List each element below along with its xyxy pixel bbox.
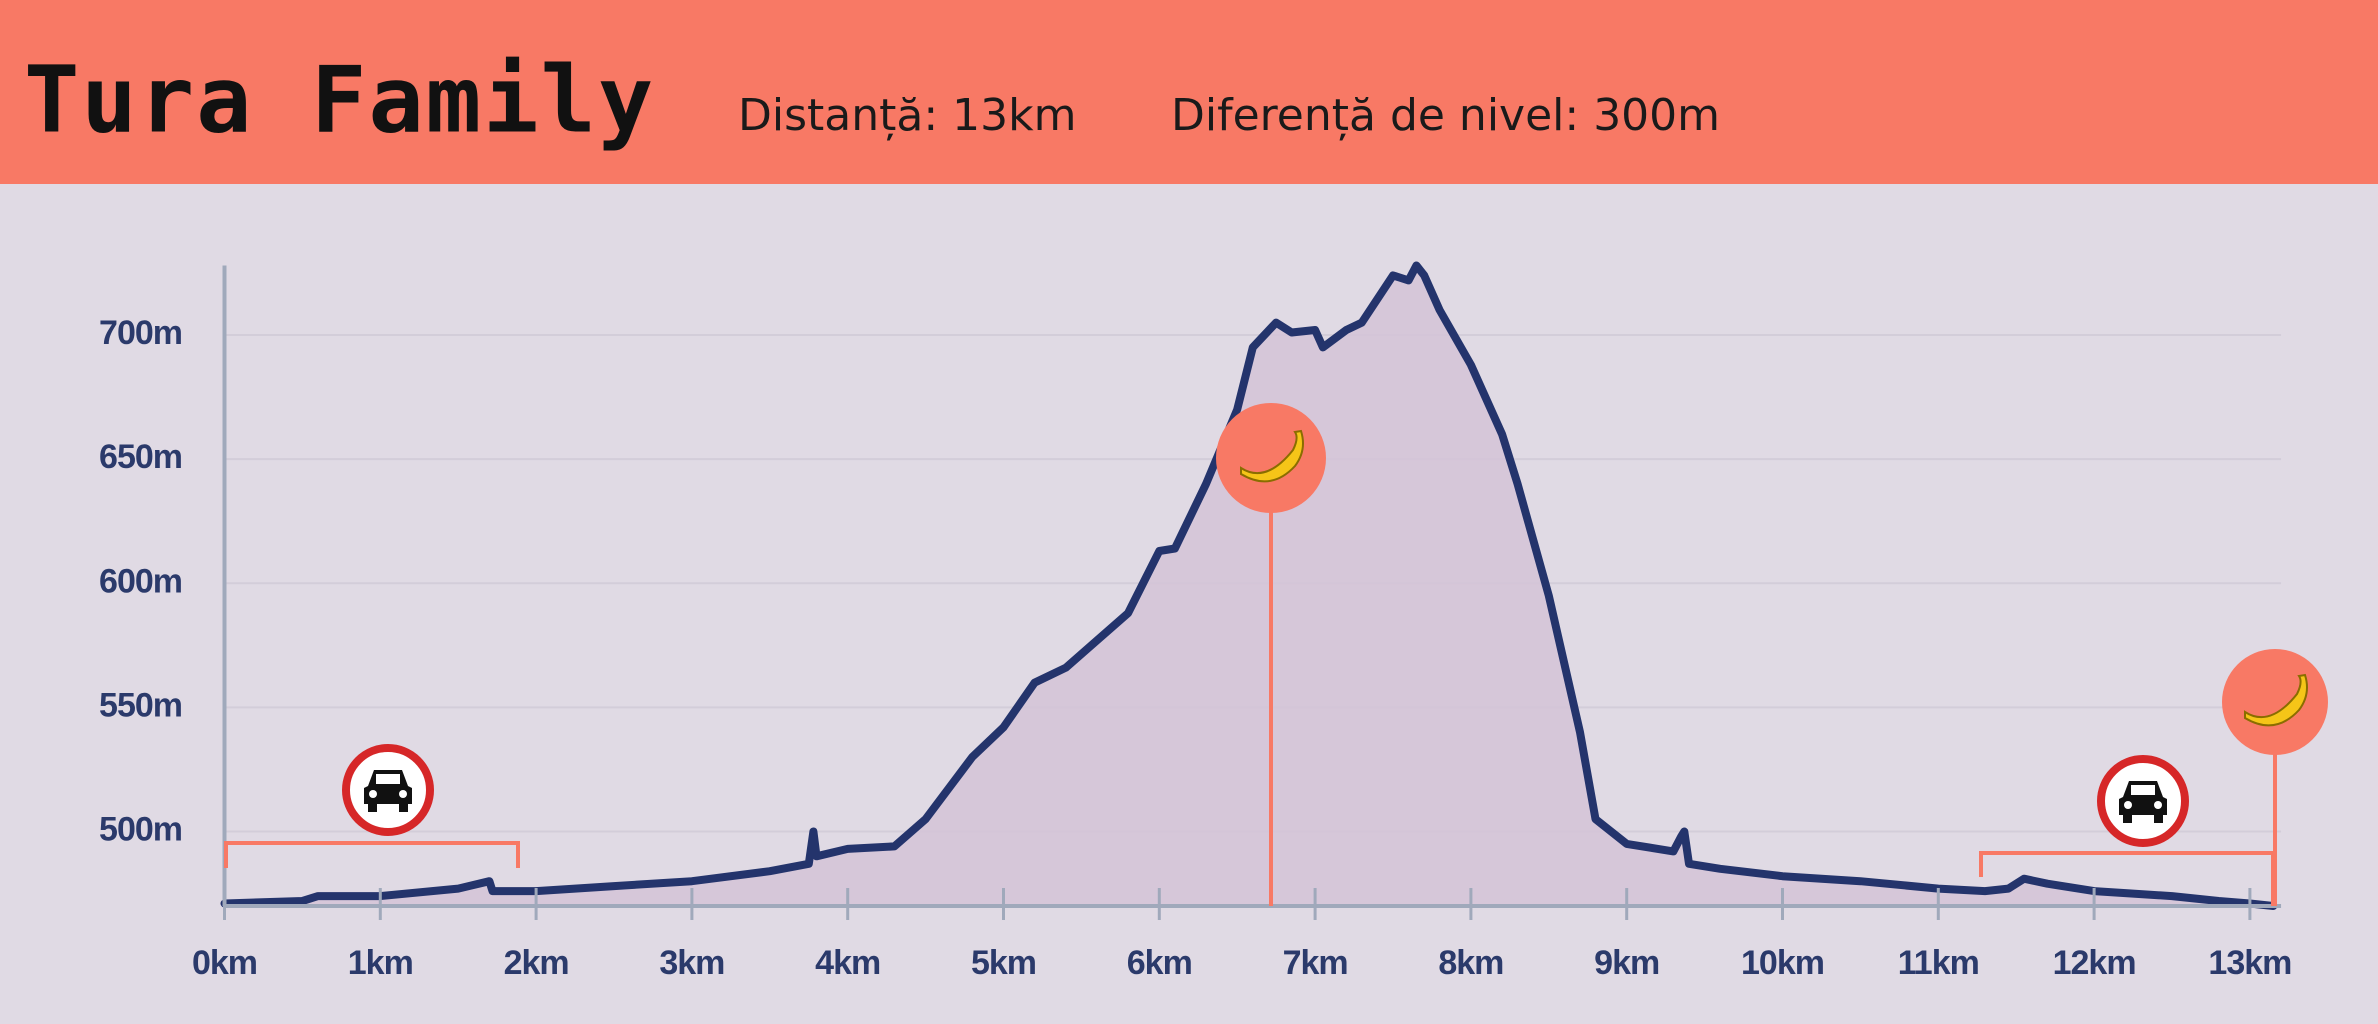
- x-tick-label: 8km: [1438, 944, 1503, 982]
- x-tick-label: 7km: [1283, 944, 1348, 982]
- x-tick-label: 1km: [348, 944, 413, 982]
- x-tick-label: 6km: [1127, 944, 1192, 982]
- area-fill: [224, 265, 2274, 906]
- no-car-icon: [2097, 755, 2189, 847]
- food-stop-icon: [2222, 649, 2328, 755]
- x-tick-label: 12km: [2053, 944, 2136, 982]
- y-tick-label: 700m: [99, 314, 182, 352]
- title: Tura Family: [24, 46, 655, 153]
- x-tick-label: 2km: [504, 944, 569, 982]
- y-tick-label: 500m: [99, 811, 182, 849]
- elevation-line: [220, 261, 2278, 910]
- no-car-icon: [342, 744, 434, 836]
- x-tick-label: 9km: [1594, 944, 1659, 982]
- x-tick-label: 11km: [1898, 944, 1979, 982]
- x-tick-label: 0km: [192, 944, 257, 982]
- x-tick-label: 3km: [659, 944, 724, 982]
- plot: 500m 550m 600m 650m 700m 0km 1km 2km 3km 4km 5km 6k…: [99, 261, 2292, 982]
- distance: Distanță: 13km: [738, 90, 1077, 141]
- food-stop-icon: [1216, 403, 1326, 513]
- y-tick-label: 650m: [99, 438, 182, 476]
- annotations: [224, 403, 2328, 906]
- x-tick-label: 5km: [971, 944, 1036, 982]
- y-tick-label: 600m: [99, 562, 182, 600]
- x-tick-label: 4km: [815, 944, 880, 982]
- header-bar: [0, 0, 2378, 184]
- y-tick-label: 550m: [99, 686, 182, 724]
- bracket: [224, 841, 520, 868]
- x-tick-label: 10km: [1741, 944, 1824, 982]
- elevation-diff: Diferență de nivel: 300m: [1171, 90, 1720, 141]
- x-tick-label: 13km: [2208, 944, 2291, 982]
